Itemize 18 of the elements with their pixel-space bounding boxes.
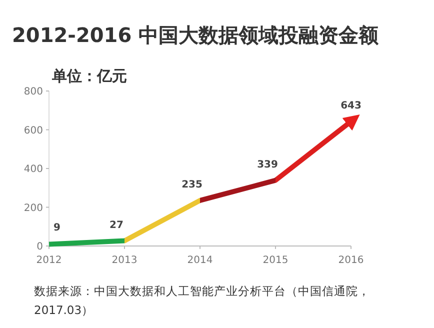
x-tick-label: 2012 — [36, 255, 62, 266]
data-label: 9 — [54, 222, 61, 234]
data-label: 27 — [110, 220, 124, 231]
x-tick-label: 2013 — [112, 255, 138, 266]
data-label: 643 — [340, 100, 362, 112]
chart-title: 2012-2016 中国大数据领域投融资金额 — [12, 23, 380, 47]
y-tick-label: 0 — [36, 242, 43, 252]
x-tick-label: 2015 — [262, 255, 288, 266]
y-tick-label: 600 — [24, 125, 43, 136]
y-tick-label: 200 — [24, 202, 43, 214]
x-tick-label: 2016 — [338, 255, 364, 266]
source-note: 数据来源：中国大数据和人工智能产业分析平台（中国信通院，2017.03） — [34, 283, 371, 319]
y-tick-label: 800 — [24, 86, 43, 98]
x-tick-label: 2014 — [187, 255, 213, 266]
y-tick-label: 400 — [24, 164, 43, 175]
chart-subtitle: 单位：亿元 — [51, 67, 127, 85]
data-label: 339 — [257, 159, 278, 170]
data-label: 235 — [182, 179, 202, 190]
